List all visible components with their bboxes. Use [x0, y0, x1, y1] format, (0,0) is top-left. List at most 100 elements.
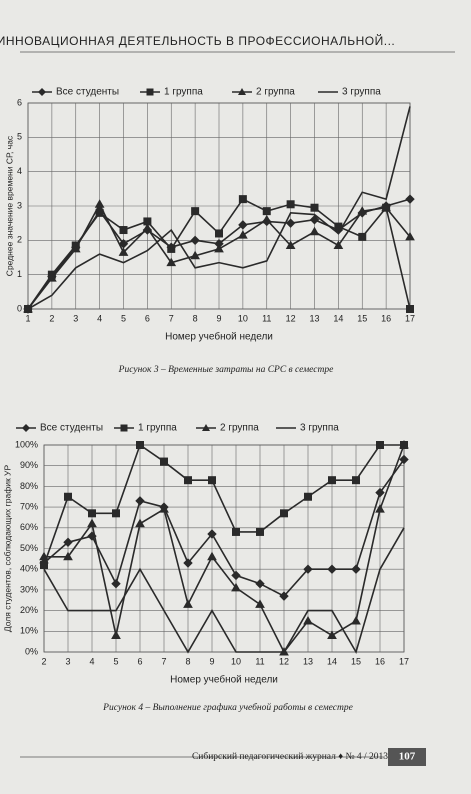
legend-marker	[202, 424, 210, 431]
legend-label: 3 группа	[342, 87, 381, 98]
y-axis-label: Доля студентов, соблюдающих график УР	[2, 465, 12, 633]
marker	[47, 273, 57, 282]
x-tick-label: 5	[113, 656, 118, 666]
legend-marker	[146, 88, 154, 96]
marker	[304, 492, 312, 501]
marker	[63, 537, 73, 547]
marker	[309, 226, 320, 236]
series-line	[43, 459, 405, 598]
x-tick-label: 6	[137, 656, 142, 666]
marker	[183, 558, 193, 568]
marker	[135, 518, 145, 528]
marker	[375, 487, 385, 498]
x-axis-label: Номер учебной недели	[165, 331, 273, 343]
x-axis-label: Номер учебной недели	[170, 674, 278, 686]
marker	[376, 441, 384, 449]
marker	[166, 257, 177, 267]
marker	[399, 439, 409, 449]
marker	[328, 476, 336, 485]
marker	[381, 202, 391, 212]
marker	[231, 570, 241, 581]
legend-label: Все студенты	[40, 423, 103, 434]
legend-label: 2 группа	[220, 423, 259, 434]
marker	[351, 615, 361, 625]
caption: Рисунок 3 – Временные затраты на СРС в с…	[118, 365, 334, 375]
x-tick-label: 15	[351, 656, 361, 666]
x-tick-label: 16	[381, 313, 391, 323]
marker	[261, 214, 272, 224]
y-tick-label: 0%	[25, 646, 38, 656]
marker	[87, 518, 97, 528]
marker	[255, 578, 265, 589]
y-tick-label: 4	[17, 166, 22, 176]
x-tick-label: 7	[161, 656, 166, 666]
marker	[399, 454, 409, 465]
marker	[135, 496, 145, 506]
marker	[238, 220, 248, 230]
x-tick-label: 13	[309, 313, 319, 323]
x-tick-label: 11	[255, 656, 264, 666]
y-tick-label: 100%	[15, 439, 38, 449]
y-tick-label: 1	[17, 269, 22, 279]
marker	[214, 243, 224, 253]
x-tick-label: 16	[375, 656, 385, 666]
legend-marker	[22, 424, 30, 432]
marker	[207, 529, 217, 539]
marker	[238, 195, 247, 204]
marker	[375, 504, 385, 513]
marker	[208, 476, 216, 485]
marker	[40, 561, 48, 570]
x-tick-label: 4	[97, 313, 102, 323]
x-tick-label: 12	[286, 313, 296, 323]
x-tick-label: 1	[25, 313, 30, 323]
legend-label: 3 группа	[300, 423, 339, 434]
x-tick-label: 4	[89, 656, 94, 666]
marker	[327, 630, 337, 639]
x-tick-label: 8	[193, 313, 198, 323]
x-tick-label: 5	[121, 313, 126, 323]
marker	[63, 551, 73, 561]
marker	[118, 247, 129, 256]
x-tick-label: 12	[279, 656, 289, 666]
marker	[167, 244, 176, 253]
y-tick-label: 0	[17, 303, 22, 313]
x-tick-label: 7	[169, 313, 174, 323]
marker	[70, 243, 81, 253]
y-tick-label: 2	[17, 235, 22, 245]
legend-label: Все студенты	[56, 87, 119, 98]
marker	[327, 564, 337, 574]
legend-marker	[238, 88, 246, 95]
marker	[160, 457, 168, 466]
y-tick-label: 5	[17, 132, 22, 142]
marker	[255, 599, 265, 608]
marker	[111, 578, 121, 589]
marker	[351, 564, 361, 574]
x-tick-label: 3	[65, 656, 70, 666]
marker	[357, 206, 368, 215]
marker	[285, 218, 296, 228]
page-number: 107	[399, 751, 416, 763]
marker	[215, 229, 223, 238]
x-tick-label: 17	[405, 313, 415, 323]
x-tick-label: 10	[231, 656, 241, 666]
marker	[309, 215, 320, 225]
marker	[238, 230, 248, 239]
x-tick-label: 14	[327, 656, 337, 666]
marker	[352, 476, 360, 485]
y-tick-label: 90%	[20, 460, 38, 470]
marker	[207, 551, 217, 561]
legend-label: 2 группа	[256, 87, 295, 98]
legend-label: 1 группа	[164, 87, 203, 98]
marker	[119, 226, 128, 235]
x-tick-label: 3	[73, 313, 78, 323]
marker	[310, 203, 319, 212]
y-axis-label: Среднее значение времени СР, час	[4, 135, 14, 276]
legend-marker	[38, 88, 46, 96]
x-tick-label: 14	[333, 313, 343, 323]
marker	[112, 509, 120, 518]
y-tick-label: 60%	[20, 522, 38, 532]
running-header: ИННОВАЦИОННАЯ ДЕЯТЕЛЬНОСТЬ В ПРОФЕССИОНА…	[0, 33, 395, 48]
x-tick-label: 2	[41, 656, 46, 666]
